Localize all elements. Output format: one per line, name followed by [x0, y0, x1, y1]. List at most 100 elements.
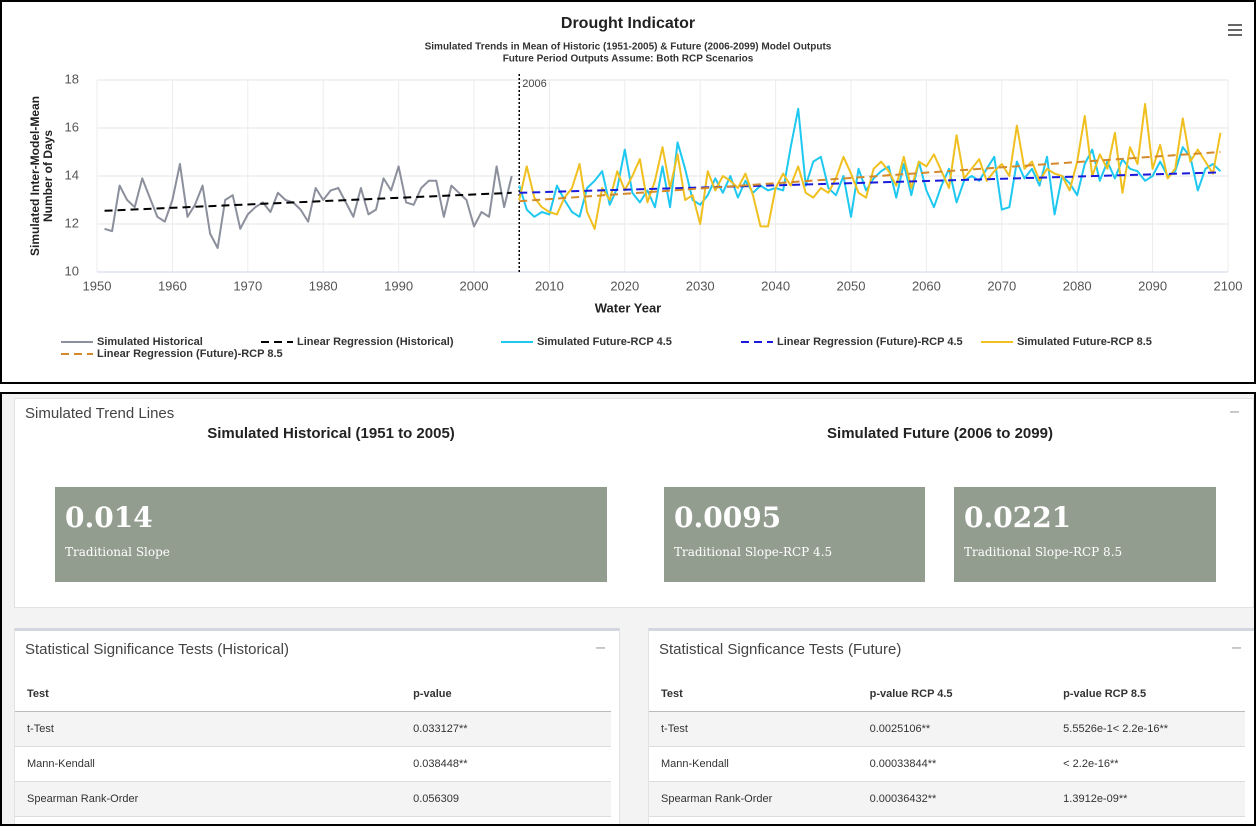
chart-title: Drought Indicator	[561, 15, 695, 32]
y-tick-label: 10	[65, 263, 79, 278]
column-header[interactable]: p-value RCP 4.5	[857, 677, 1052, 712]
value-box: 0.014 Traditional Slope	[55, 487, 607, 582]
x-tick-label: 1990	[384, 278, 413, 293]
x-tick-label: 2000	[460, 278, 489, 293]
collapse-button[interactable]: –	[596, 639, 605, 656]
column-header[interactable]: Test	[649, 677, 858, 712]
table-cell: t-Test	[649, 711, 858, 747]
table-row: Spearman Rank-Order 0.00036432** 1.3912e-0…	[649, 781, 1245, 817]
table-cell: 0.033127**	[401, 711, 611, 747]
x-tick-label: 2070	[987, 278, 1016, 293]
table-cell: Spearman Rank-Order	[15, 781, 402, 817]
table-row: Spearman Rank-Order 0.056309	[15, 781, 611, 817]
table-cell: Mann-Kendall	[15, 746, 402, 782]
group-heading: Simulated Historical (1951 to 2005)	[207, 425, 455, 442]
table-cell: 0.0025106**	[857, 711, 1052, 747]
value-box-number: 0.014	[65, 501, 153, 534]
table-row: t-Test 0.0025106** 5.5526e-1< 2.2e-16**	[649, 711, 1245, 747]
collapse-button[interactable]: –	[1230, 403, 1239, 420]
panel-title: Statistical Signficance Tests (Future)	[659, 641, 902, 658]
regression-line	[519, 151, 1221, 203]
y-tick-label: 12	[65, 215, 79, 230]
legend-item: Simulated Historical	[61, 336, 203, 348]
menu-icon[interactable]	[1228, 24, 1242, 36]
table-cell: 0.00036432**	[857, 781, 1052, 817]
x-tick-label: 2090	[1138, 278, 1167, 293]
legend-label: Linear Regression (Future)-RCP 8.5	[97, 348, 283, 360]
menu-bar	[1228, 34, 1242, 36]
group-heading: Simulated Future (2006 to 2099)	[827, 425, 1053, 442]
table-row: Mann-Kendall 0.00033844** < 2.2e-16**	[649, 746, 1245, 782]
collapse-button[interactable]: –	[1232, 639, 1241, 656]
chart-container: Drought Indicator Simulated Trends in Me…	[0, 0, 1256, 384]
data-table: Test p-value t-Test 0.033127** Mann-Kendall 0…	[15, 677, 611, 817]
table-cell: Mann-Kendall	[649, 746, 858, 782]
table-cell: 1.3912e-09**	[1051, 781, 1245, 817]
series-line	[518, 103, 1222, 230]
x-tick-label: 2030	[686, 278, 715, 293]
legend-label: Simulated Future-RCP 4.5	[537, 336, 672, 348]
table-row: t-Test 0.033127**	[15, 711, 611, 747]
table-panel: Statistical Significance Tests (Historic…	[14, 628, 620, 824]
table-panel: Statistical Signficance Tests (Future) –…	[648, 628, 1254, 824]
x-tick-label: 2080	[1063, 278, 1092, 293]
legend-item: Linear Regression (Future)-RCP 8.5	[61, 348, 283, 360]
x-tick-label: 2100	[1214, 278, 1243, 293]
x-axis-label: Water Year	[595, 300, 662, 315]
data-table: Test p-value RCP 4.5 p-value RCP 8.5 t-Test…	[649, 677, 1245, 817]
legend-label: Simulated Historical	[97, 336, 203, 348]
x-tick-label: 2040	[761, 278, 790, 293]
x-tick-label: 1980	[309, 278, 338, 293]
value-box: 0.0095 Traditional Slope-RCP 4.5	[664, 487, 925, 582]
menu-bar	[1228, 24, 1242, 26]
x-tick-label: 1960	[158, 278, 187, 293]
table-cell: 5.5526e-1< 2.2e-16**	[1051, 711, 1245, 747]
x-tick-label: 2050	[837, 278, 866, 293]
series-line	[104, 163, 513, 249]
chart-subtitle: Simulated Trends in Mean of Historic (19…	[425, 42, 832, 53]
legend-item: Linear Regression (Historical)	[261, 336, 454, 348]
table-cell: 0.00033844**	[857, 746, 1052, 782]
menu-bar	[1228, 29, 1242, 31]
column-header[interactable]: p-value	[401, 677, 611, 712]
legend-item: Linear Regression (Future)-RCP 4.5	[741, 336, 963, 348]
value-box-number: 0.0221	[964, 501, 1072, 534]
value-box-label: Traditional Slope-RCP 4.5	[674, 545, 833, 559]
value-box-number: 0.0095	[674, 501, 782, 534]
table-row: Mann-Kendall 0.038448**	[15, 746, 611, 782]
legend-label: Linear Regression (Future)-RCP 4.5	[777, 336, 963, 348]
y-tick-label: 14	[65, 167, 79, 182]
y-tick-label: 18	[65, 71, 79, 86]
lower-section: Simulated Trend Lines – Simulated Histor…	[0, 392, 1256, 826]
table-cell: Spearman Rank-Order	[649, 781, 858, 817]
x-tick-label: 1950	[83, 278, 112, 293]
x-tick-label: 2010	[535, 278, 564, 293]
table-cell: < 2.2e-16**	[1051, 746, 1245, 782]
chart: Drought Indicator Simulated Trends in Me…	[28, 15, 1243, 360]
value-box-label: Traditional Slope	[65, 545, 170, 559]
y-tick-label: 16	[65, 119, 79, 134]
column-header[interactable]: p-value RCP 8.5	[1051, 677, 1245, 712]
trend-panel: Simulated Trend Lines – Simulated Histor…	[14, 398, 1254, 608]
y-axis-label: Number of Days	[41, 130, 55, 222]
x-tick-label: 2020	[610, 278, 639, 293]
value-box-label: Traditional Slope-RCP 8.5	[964, 545, 1123, 559]
panel-title: Statistical Significance Tests (Historic…	[25, 641, 289, 658]
table-header-row: Test p-value RCP 4.5 p-value RCP 8.5	[649, 677, 1245, 712]
table-cell: 0.056309	[401, 781, 611, 817]
annotation-label: 2006	[522, 78, 546, 90]
x-tick-label: 2060	[912, 278, 941, 293]
panel-title: Simulated Trend Lines	[25, 405, 175, 422]
legend-item: Simulated Future-RCP 4.5	[501, 336, 672, 348]
legend-label: Simulated Future-RCP 8.5	[1017, 336, 1152, 348]
legend-item: Simulated Future-RCP 8.5	[981, 336, 1152, 348]
chart-subtitle: Future Period Outputs Assume: Both RCP S…	[503, 54, 754, 65]
legend-label: Linear Regression (Historical)	[297, 336, 454, 348]
y-axis-label: Simulated Inter-Model-Mean	[28, 96, 42, 256]
x-tick-label: 1970	[233, 278, 262, 293]
table-header-row: Test p-value	[15, 677, 611, 712]
table-cell: t-Test	[15, 711, 402, 747]
regression-line	[104, 191, 512, 212]
column-header[interactable]: Test	[15, 677, 402, 712]
